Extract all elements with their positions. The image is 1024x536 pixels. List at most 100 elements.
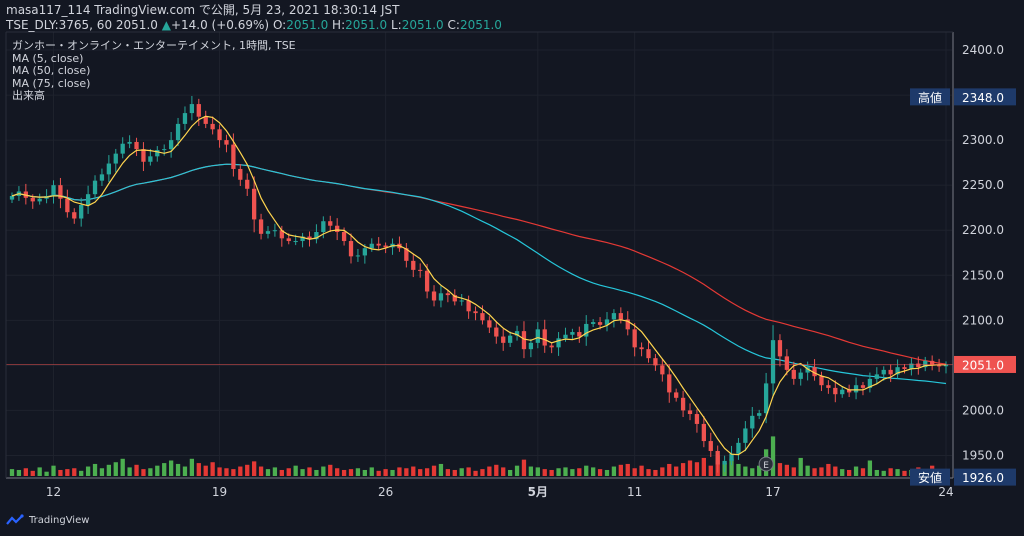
volume-bar xyxy=(625,463,630,476)
volume-bar xyxy=(812,468,817,476)
candle-body xyxy=(127,141,132,144)
volume-bar xyxy=(155,465,160,476)
candle-body xyxy=(930,360,935,366)
close-value: 2051.0 xyxy=(459,18,502,32)
volume-bar xyxy=(667,463,672,476)
high-label: H: xyxy=(332,18,346,32)
candle-body xyxy=(549,345,554,348)
candle-body xyxy=(584,323,589,337)
volume-bar xyxy=(424,468,430,476)
candle-body xyxy=(293,241,298,243)
high-tag-caption: 高値 xyxy=(918,90,942,105)
volume-bar xyxy=(335,468,340,476)
candle-body xyxy=(258,219,264,234)
candle-body xyxy=(404,248,409,261)
volume-bar xyxy=(535,467,540,476)
earnings-marker[interactable]: E xyxy=(758,456,774,472)
candle-body xyxy=(618,313,623,320)
candle-body xyxy=(501,336,506,343)
volume-bar xyxy=(784,464,790,476)
tradingview-footer[interactable]: TradingView xyxy=(6,514,89,526)
volume-bar xyxy=(736,463,741,476)
earnings-label: E xyxy=(763,461,769,471)
volume-bar xyxy=(314,469,319,476)
candle-body xyxy=(514,331,520,336)
last-price: 2051.0 xyxy=(115,18,158,32)
candle-body xyxy=(507,335,513,343)
x-axis-labels[interactable]: 12 19 26 5月 11 17 24 xyxy=(46,485,954,499)
y-axis-labels[interactable]: 2400.02350.02300.02250.02200.02150.02100… xyxy=(962,43,1004,462)
volume-bar xyxy=(404,468,409,476)
candle-body xyxy=(611,313,617,320)
candle-body xyxy=(113,153,118,164)
candle-body xyxy=(196,104,201,117)
volume-bar xyxy=(604,469,610,476)
volume-bar xyxy=(833,466,838,476)
candle-body xyxy=(438,293,444,301)
ohlc-line: TSE_DLY:3765, 60 2051.0 ▲+14.0 (+0.69%) … xyxy=(6,18,502,33)
volume-bar xyxy=(840,469,845,476)
volume-bar xyxy=(618,464,623,476)
ma5-path xyxy=(11,115,947,456)
volume-bar xyxy=(660,467,665,476)
volume-bar xyxy=(307,467,312,476)
legend-ma75[interactable]: MA (75, close) xyxy=(12,76,91,90)
earnings-icon xyxy=(758,456,774,472)
volume-bar xyxy=(777,463,783,476)
volume-bar xyxy=(521,459,527,476)
volume-bars xyxy=(9,436,949,476)
volume-bar xyxy=(37,467,42,476)
volume-bar xyxy=(293,465,298,476)
indicator-legend: ガンホー・オンライン・エンターテイメント, 1時間, TSE MA (5, cl… xyxy=(12,39,296,103)
x-tick-label: 12 xyxy=(46,485,61,499)
volume-bar xyxy=(362,469,367,476)
volume-bar xyxy=(597,469,603,476)
candle-body xyxy=(646,349,651,359)
candle-body xyxy=(155,150,160,157)
candle-body xyxy=(99,174,105,181)
high-tag-value: 2348.0 xyxy=(962,91,1004,105)
candle-body xyxy=(210,123,215,130)
candle-body xyxy=(162,149,167,151)
candle-body xyxy=(625,319,630,330)
candle-body xyxy=(680,397,686,411)
volume-bar xyxy=(556,468,561,476)
volume-bar xyxy=(245,464,250,476)
volume-bar xyxy=(72,468,77,476)
volume-bar xyxy=(279,469,284,476)
volume-bar xyxy=(542,469,547,476)
candle-body xyxy=(335,225,340,233)
legend-ma5[interactable]: MA (5, close) xyxy=(12,51,84,65)
candle-body xyxy=(120,143,125,154)
candle-body xyxy=(328,221,333,226)
candle-body xyxy=(466,300,471,312)
volume-bar xyxy=(570,469,575,476)
candle-body xyxy=(106,163,112,175)
volume-bar xyxy=(826,463,831,476)
candle-body xyxy=(591,322,596,324)
volume-bar xyxy=(438,463,444,476)
volume-bar xyxy=(92,463,98,476)
volume-bar xyxy=(238,466,243,476)
y-tick-label: 2200.0 xyxy=(962,223,1004,237)
candle-body xyxy=(424,270,430,292)
price-tags: 高値 2348.0 2051.0 安値 1926.0 xyxy=(910,88,1016,486)
candle-body xyxy=(874,374,879,379)
chart-title[interactable]: ガンホー・オンライン・エンターテイメント, 1時間, TSE xyxy=(12,39,296,52)
candle-body xyxy=(480,313,485,321)
candle-body xyxy=(770,340,776,384)
candle-body xyxy=(72,212,77,219)
volume-bar xyxy=(51,465,56,476)
candle-body xyxy=(92,180,98,195)
volume-bar xyxy=(16,469,22,476)
candle-body xyxy=(701,423,706,442)
legend-volume[interactable]: 出来高 xyxy=(12,89,45,102)
y-tick-label: 2400.0 xyxy=(962,43,1004,57)
candle-body xyxy=(535,329,540,343)
legend-ma50[interactable]: MA (50, close) xyxy=(12,64,91,77)
volume-bar xyxy=(888,468,893,476)
volume-bar xyxy=(355,468,361,476)
candle-body xyxy=(798,372,803,379)
candle-body xyxy=(341,232,347,242)
